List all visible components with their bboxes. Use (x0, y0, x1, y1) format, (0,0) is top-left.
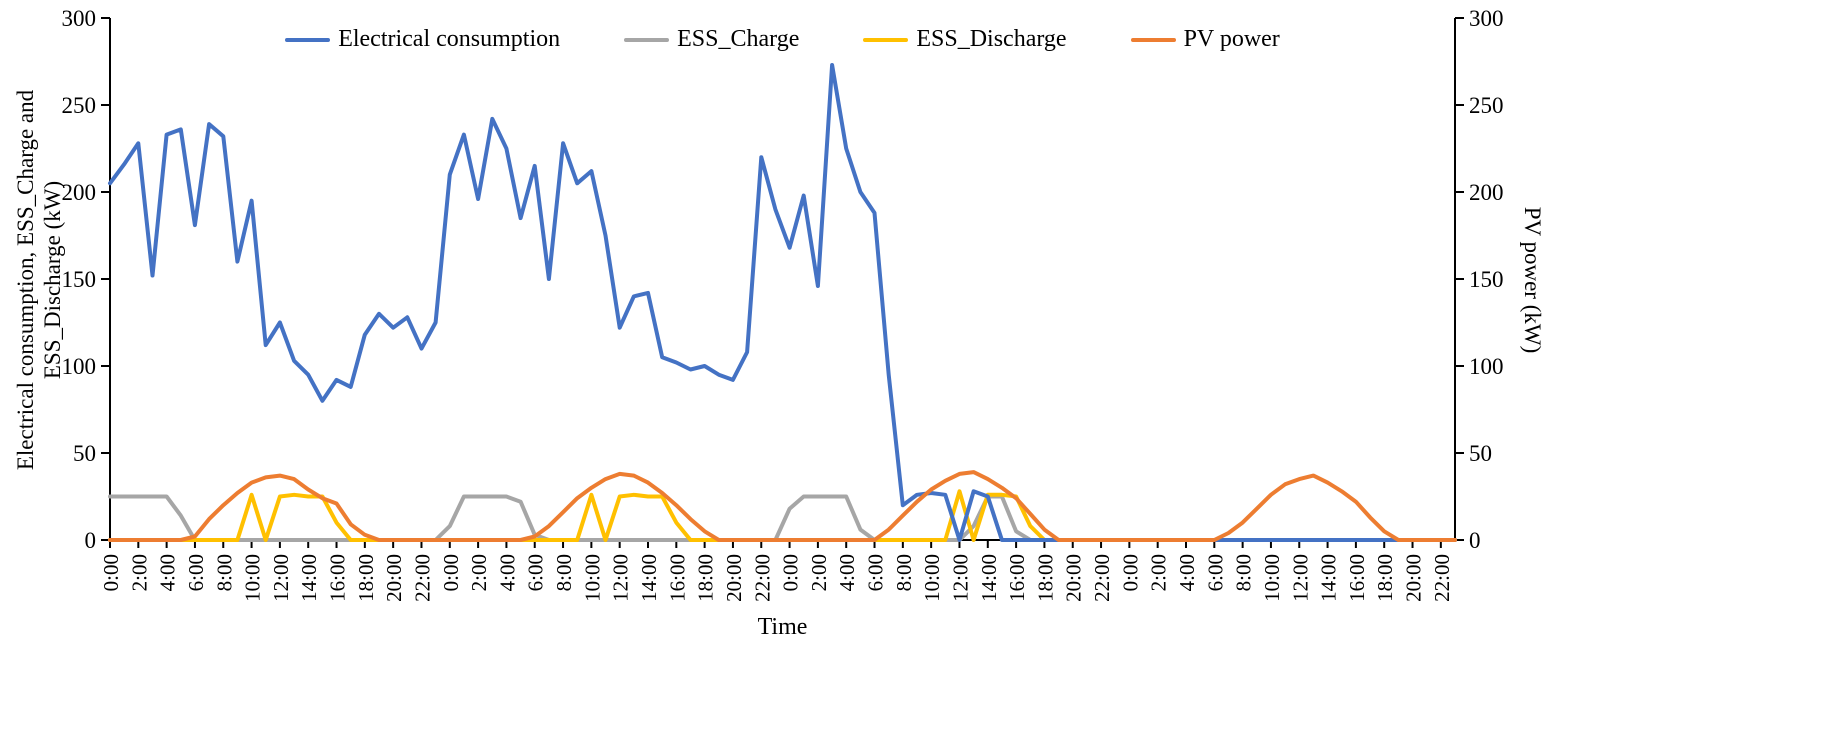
svg-text:14:00: 14:00 (977, 554, 1001, 602)
series-line-ess-discharge (108, 489, 1457, 542)
series-line-ess-charge (108, 494, 1457, 542)
svg-text:0: 0 (85, 528, 97, 553)
svg-text:18:00: 18:00 (354, 554, 378, 602)
svg-text:12:00: 12:00 (609, 554, 633, 602)
svg-text:4:00: 4:00 (835, 554, 859, 591)
legend-item-ess-discharge: ESS_Discharge (863, 26, 1067, 53)
svg-text:0:00: 0:00 (1118, 554, 1142, 591)
legend-swatch (863, 37, 909, 42)
series-line-pv-power (108, 470, 1457, 542)
svg-text:200: 200 (1469, 180, 1504, 205)
x-axis-title: Time (757, 614, 808, 640)
svg-text:0:00: 0:00 (99, 554, 123, 591)
svg-text:10:00: 10:00 (1260, 554, 1284, 602)
svg-text:22:00: 22:00 (1430, 554, 1454, 602)
svg-text:150: 150 (62, 267, 97, 292)
svg-text:8:00: 8:00 (892, 554, 916, 591)
chart-legend: Electrical consumption ESS_Charge ESS_Disc… (110, 26, 1455, 53)
legend-label: ESS_Charge (677, 26, 800, 52)
left-y-axis-title: Electrical consumption, ESS_Charge and E… (12, 0, 68, 560)
svg-text:4:00: 4:00 (1175, 554, 1199, 591)
svg-text:250: 250 (1469, 93, 1504, 118)
svg-text:14:00: 14:00 (637, 554, 661, 602)
right-y-axis-ticks: 0 50 100 150 200 250 300 (1455, 6, 1504, 553)
svg-text:8:00: 8:00 (552, 554, 576, 591)
svg-text:14:00: 14:00 (1317, 554, 1341, 602)
svg-text:20:00: 20:00 (722, 554, 746, 602)
svg-text:20:00: 20:00 (1402, 554, 1426, 602)
svg-text:300: 300 (1469, 6, 1504, 31)
legend-label: Electrical consumption (338, 26, 561, 52)
svg-text:6:00: 6:00 (864, 554, 888, 591)
svg-text:0: 0 (1469, 528, 1481, 553)
svg-text:0:00: 0:00 (439, 554, 463, 591)
svg-text:16:00: 16:00 (326, 554, 350, 602)
svg-text:22:00: 22:00 (410, 554, 434, 602)
svg-text:16:00: 16:00 (1345, 554, 1369, 602)
svg-text:50: 50 (73, 441, 96, 466)
svg-text:6:00: 6:00 (524, 554, 548, 591)
svg-text:4:00: 4:00 (156, 554, 180, 591)
svg-text:6:00: 6:00 (184, 554, 208, 591)
svg-text:10:00: 10:00 (580, 554, 604, 602)
svg-text:18:00: 18:00 (1033, 554, 1057, 602)
legend-swatch (624, 37, 670, 42)
svg-text:18:00: 18:00 (1373, 554, 1397, 602)
svg-text:2:00: 2:00 (807, 554, 831, 591)
series-line-electrical-consumption (108, 63, 1457, 542)
svg-text:20:00: 20:00 (382, 554, 406, 602)
svg-text:4:00: 4:00 (495, 554, 519, 591)
svg-text:150: 150 (1469, 267, 1504, 292)
svg-text:22:00: 22:00 (1090, 554, 1114, 602)
svg-text:22:00: 22:00 (750, 554, 774, 602)
svg-text:100: 100 (1469, 354, 1504, 379)
svg-text:20:00: 20:00 (1062, 554, 1086, 602)
svg-text:10:00: 10:00 (241, 554, 265, 602)
svg-text:6:00: 6:00 (1203, 554, 1227, 591)
svg-text:200: 200 (62, 180, 97, 205)
svg-text:2:00: 2:00 (1147, 554, 1171, 591)
left-y-axis-ticks: 0 50 100 150 200 250 300 (62, 6, 110, 553)
right-y-axis-title: PV power (kW) (1520, 206, 1545, 354)
svg-text:14:00: 14:00 (297, 554, 321, 602)
svg-text:8:00: 8:00 (1232, 554, 1256, 591)
left-y-axis-title-line2: ESS_Discharge (kW) (40, 180, 65, 380)
x-axis-ticks: 0:00 2:00 4:00 6:00 8:00 10:00 12:00 14:00 16:00… (99, 540, 1454, 602)
svg-text:0:00: 0:00 (779, 554, 803, 591)
svg-text:2:00: 2:00 (127, 554, 151, 591)
left-y-axis-title-line1: Electrical consumption, ESS_Charge and (13, 89, 38, 471)
svg-text:18:00: 18:00 (694, 554, 718, 602)
svg-text:16:00: 16:00 (665, 554, 689, 602)
svg-text:16:00: 16:00 (1005, 554, 1029, 602)
legend-item-pv-power: PV power (1130, 26, 1280, 53)
legend-label: ESS_Discharge (916, 26, 1067, 52)
svg-text:12:00: 12:00 (948, 554, 972, 602)
svg-text:250: 250 (62, 93, 97, 118)
legend-label: PV power (1183, 26, 1280, 52)
svg-text:12:00: 12:00 (269, 554, 293, 602)
svg-text:2:00: 2:00 (467, 554, 491, 591)
svg-text:12:00: 12:00 (1288, 554, 1312, 602)
svg-text:100: 100 (62, 354, 97, 379)
legend-swatch (1130, 37, 1176, 42)
svg-text:300: 300 (62, 6, 97, 31)
legend-item-ess-charge: ESS_Charge (624, 26, 799, 53)
svg-text:8:00: 8:00 (212, 554, 236, 591)
axis-lines (109, 18, 1456, 541)
legend-item-electrical-consumption: Electrical consumption (285, 26, 560, 53)
legend-swatch (285, 37, 331, 42)
svg-text:10:00: 10:00 (920, 554, 944, 602)
svg-text:50: 50 (1469, 441, 1492, 466)
